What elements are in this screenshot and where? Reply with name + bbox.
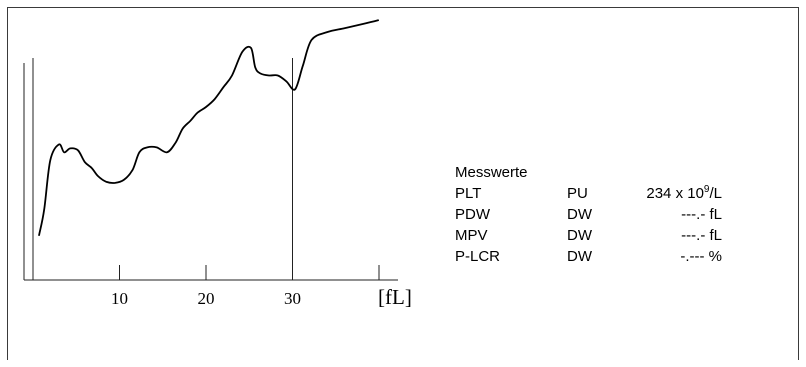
figure-frame — [7, 7, 799, 360]
measurement-value-text: ---.- fL — [681, 227, 722, 244]
measurement-row-pdw: PDW DW ---.- fL — [455, 204, 735, 225]
x-axis-unit-label: [fL] — [378, 285, 412, 309]
measurement-name: MPV — [455, 227, 488, 244]
measurement-row-p-lcr: P-LCR DW -.--- % — [455, 246, 735, 267]
measurement-value: -.--- % — [607, 246, 722, 267]
measurement-unit: DW — [567, 227, 592, 244]
measurement-name: PDW — [455, 206, 490, 223]
measurement-unit: PU — [567, 185, 588, 202]
x-tick-label-30: 30 — [284, 289, 301, 308]
measurement-name: PLT — [455, 185, 482, 202]
marker-lines — [32, 58, 293, 280]
measurement-name: P-LCR — [455, 248, 501, 265]
measurement-value: ---.- fL — [607, 204, 722, 225]
measurement-unit: DW — [567, 248, 592, 265]
measurement-exponent: 9 — [703, 184, 710, 195]
measurement-value: ---.- fL — [607, 225, 722, 246]
measurement-value-text: 234 x 10 — [646, 185, 704, 202]
measurement-panel: Messwerte PLT PU 234 x 109/L PDW DW ---.- fL M… — [455, 162, 735, 267]
x-tick-label-10: 10 — [111, 289, 128, 308]
measurement-value-text: -.--- % — [680, 248, 722, 265]
measurement-row-mpv: MPV DW ---.- fL — [455, 225, 735, 246]
distribution-curve — [38, 19, 379, 236]
measurement-value: 234 x 109/L — [607, 183, 722, 204]
measurement-unit: DW — [567, 206, 592, 223]
x-ticks: 10 20 30 — [111, 265, 380, 308]
measurement-row-plt: PLT PU 234 x 109/L — [455, 183, 735, 204]
measurement-rows: PLT PU 234 x 109/L PDW DW ---.- fL MPV DW ---.- … — [455, 183, 735, 267]
measurement-value-text: ---.- fL — [681, 206, 722, 223]
measurement-title: Messwerte — [455, 164, 528, 181]
x-tick-label-20: 20 — [198, 289, 215, 308]
measurement-suffix: /L — [709, 185, 722, 202]
